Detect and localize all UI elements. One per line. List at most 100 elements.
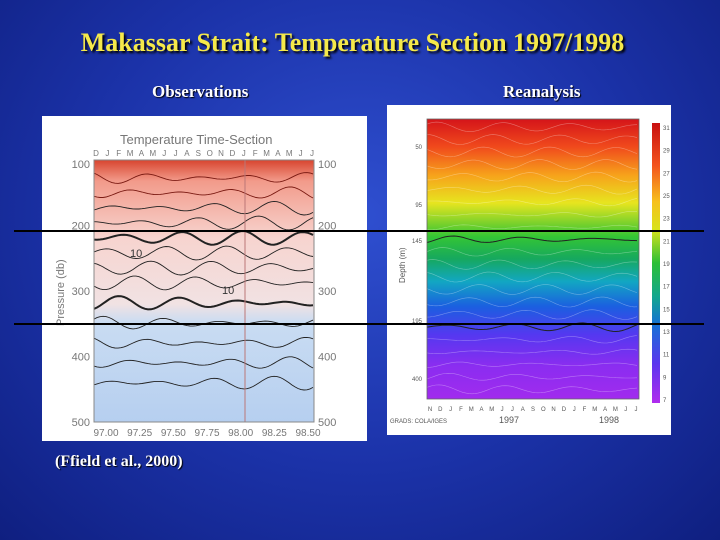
rea-isotherm (426, 159, 638, 170)
reference-line-lower (14, 323, 704, 325)
obs-x-tick: 97.75 (194, 428, 219, 439)
rea-isotherm (426, 134, 638, 145)
obs-month-label: M (127, 149, 134, 158)
obs-x-tick: 97.25 (127, 428, 152, 439)
obs-isotherm (93, 275, 314, 291)
rea-month-label: N (551, 407, 555, 413)
obs-isotherm (93, 356, 314, 369)
obs-month-label: A (275, 149, 281, 158)
obs-month-label: J (299, 149, 303, 158)
rea-isotherm (426, 335, 638, 344)
rea-month-label: J (449, 407, 452, 413)
rea-isotherm (427, 198, 638, 207)
rea-isotherm (426, 235, 638, 243)
obs-x-tick: 97.00 (93, 428, 118, 439)
rea-isotherm (426, 372, 638, 381)
obs-x-tick: 98.25 (262, 428, 287, 439)
contour-label-1: 10 (130, 248, 142, 260)
obs-y-tick-left: 500 (72, 417, 90, 429)
obs-y-axis-label: Pressure (db) (55, 259, 67, 326)
rea-month-label: M (613, 407, 618, 413)
obs-y-tick-left: 300 (72, 286, 90, 298)
citation: (Ffield et al., 2000) (55, 453, 183, 470)
obs-y-tick-right: 400 (318, 352, 336, 364)
obs-y-ticks-left: 100 200 300 400 500 (72, 159, 90, 429)
obs-x-ticks: 97.00 97.25 97.50 97.75 98.00 98.25 98.50 (93, 428, 320, 439)
colorbar-tick: 9 (663, 375, 667, 381)
rea-month-label: A (521, 407, 525, 413)
rea-month-label: S (531, 407, 535, 413)
rea-month-label: J (511, 407, 514, 413)
rea-isotherm (426, 121, 638, 132)
obs-month-label: S (196, 149, 201, 158)
rea-month-label: M (489, 407, 494, 413)
colorbar-tick: 21 (663, 239, 670, 245)
obs-y-tick-left: 400 (72, 352, 90, 364)
obs-y-tick-left: 100 (72, 159, 90, 171)
colorbar-tick: 7 (663, 398, 667, 404)
rea-y-tick: 95 (415, 203, 422, 209)
obs-month-label: J (310, 149, 314, 158)
rea-month-label: J (501, 407, 504, 413)
rea-y-tick: 145 (412, 239, 423, 245)
obs-isotherm (93, 230, 314, 246)
rea-month-label: M (592, 407, 597, 413)
rea-month-label: F (583, 407, 587, 413)
rea-contours (426, 121, 638, 395)
obs-isotherm (93, 186, 314, 199)
colorbar-tick: 15 (663, 307, 670, 313)
rea-month-label: D (562, 407, 567, 413)
reanalysis-chart: 50 95 145 195 400 Depth (m) 31 29 27 25 23 21 19 17… (387, 105, 671, 435)
obs-month-label: F (253, 149, 258, 158)
reference-line-upper (14, 230, 704, 232)
obs-isotherm (93, 215, 314, 231)
obs-month-label: J (174, 149, 178, 158)
colorbar-tick: 29 (663, 149, 670, 155)
colorbar-tick: 25 (663, 194, 670, 200)
obs-month-label: A (184, 149, 190, 158)
rea-month-label: A (479, 407, 483, 413)
rea-y-tick: 50 (415, 145, 422, 151)
rea-isotherm (426, 224, 638, 231)
obs-isotherm (93, 200, 314, 216)
obs-isotherm (93, 245, 314, 261)
rea-isotherm (426, 322, 638, 333)
rea-isotherm (426, 184, 638, 195)
rea-isotherm (427, 171, 638, 183)
obs-isotherm (93, 172, 314, 184)
obs-y-ticks-right: 100 200 300 400 500 (318, 159, 336, 429)
colorbar-tick: 27 (663, 171, 670, 177)
obs-y-tick-left: 200 (72, 221, 90, 233)
colorbar-tick: 13 (663, 330, 670, 336)
rea-isotherm (426, 384, 638, 395)
obs-month-label: M (263, 149, 270, 158)
slide-title: Makassar Strait: Temperature Section 199… (80, 28, 625, 57)
rea-isotherm (426, 309, 638, 320)
obs-y-tick-right: 500 (318, 417, 336, 429)
colorbar-tick: 17 (663, 285, 670, 291)
obs-y-tick-right: 100 (318, 159, 336, 171)
obs-month-label: F (116, 149, 121, 158)
rea-month-label: N (428, 407, 432, 413)
obs-isotherm (93, 375, 314, 391)
rea-isotherm (426, 284, 638, 295)
rea-plot-area (427, 119, 639, 399)
colorbar (652, 123, 660, 403)
obs-isotherm (93, 295, 314, 311)
rea-month-label: F (459, 407, 463, 413)
obs-contours (93, 172, 314, 391)
rea-month-label: A (603, 407, 607, 413)
obs-isotherm (93, 260, 314, 276)
rea-isotherm (426, 211, 638, 218)
contour-label-2: 10 (222, 285, 234, 297)
rea-month-label: M (469, 407, 474, 413)
rea-isotherm (426, 361, 638, 368)
reanalysis-label: Reanalysis (503, 82, 581, 101)
rea-month-label: J (624, 407, 627, 413)
colorbar-tick: 31 (663, 126, 670, 132)
obs-y-tick-right: 300 (318, 286, 336, 298)
obs-isotherm (93, 336, 314, 349)
obs-month-label: J (105, 149, 109, 158)
